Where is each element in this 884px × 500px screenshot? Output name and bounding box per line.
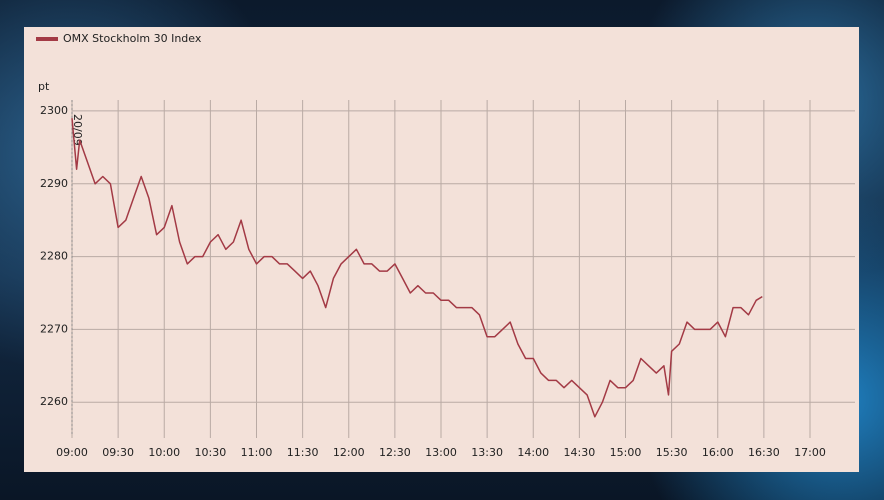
x-tick-label: 15:30: [656, 446, 688, 459]
x-tick-label: 09:30: [102, 446, 134, 459]
x-tick-label: 13:00: [425, 446, 457, 459]
x-tick-label: 12:30: [379, 446, 411, 459]
x-tick-label: 17:00: [794, 446, 826, 459]
x-tick-label: 16:30: [748, 446, 780, 459]
x-tick-label: 12:00: [333, 446, 365, 459]
y-tick-label: 2260: [40, 395, 68, 408]
x-tick-label: 11:00: [241, 446, 273, 459]
x-tick-label: 14:30: [564, 446, 596, 459]
y-tick-label: 2280: [40, 250, 68, 263]
series-line: [71, 118, 763, 418]
y-tick-label: 2270: [40, 322, 68, 335]
legend-label: OMX Stockholm 30 Index: [63, 32, 202, 45]
y-tick-label: 2290: [40, 177, 68, 190]
x-tick-label: 16:00: [702, 446, 734, 459]
x-tick-label: 10:00: [148, 446, 180, 459]
x-tick-label: 11:30: [287, 446, 319, 459]
x-tick-label: 14:00: [517, 446, 549, 459]
x-tick-label: 10:30: [195, 446, 227, 459]
x-tick-label: 15:00: [610, 446, 642, 459]
y-axis-label: pt: [38, 80, 50, 93]
x-tick-label: 13:30: [471, 446, 503, 459]
y-tick-label: 2300: [40, 104, 68, 117]
x-tick-label: 09:00: [56, 446, 88, 459]
